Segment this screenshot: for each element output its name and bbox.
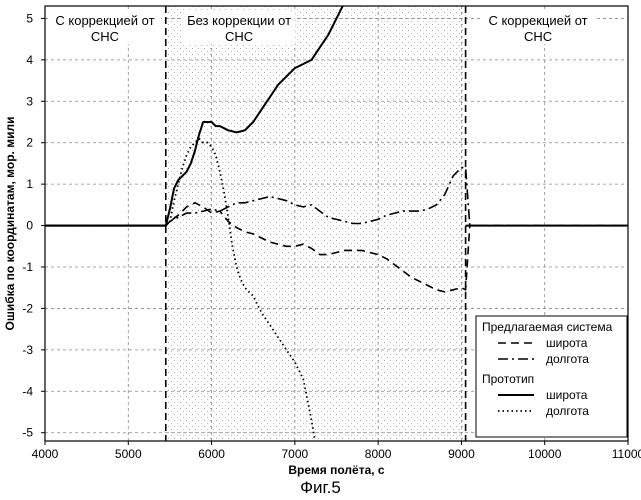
region-label: С коррекцией от — [488, 13, 587, 28]
region-label-bg — [48, 28, 161, 44]
x-tick-label: 6000 — [198, 447, 225, 461]
series-line-dashdot — [45, 166, 628, 227]
region-label-bg — [183, 12, 296, 28]
region-label: С коррекцией от — [55, 13, 154, 28]
region-label-bg — [482, 12, 595, 28]
region-label: СНС — [225, 29, 253, 44]
y-tick-label: -3 — [22, 343, 33, 357]
region-label: СНС — [91, 29, 119, 44]
region-label-bg — [482, 28, 595, 44]
x-tick-label: 7000 — [282, 447, 309, 461]
no-correction-shading — [165, 6, 466, 441]
x-tick-label: 10000 — [528, 447, 562, 461]
y-tick-label: 0 — [26, 219, 33, 233]
y-tick-label: -4 — [22, 384, 33, 398]
legend-entry-label: широта — [546, 336, 588, 350]
y-tick-label: -1 — [22, 260, 33, 274]
legend-box — [475, 315, 628, 438]
y-tick-label: -2 — [22, 301, 33, 315]
legend-group-title: Предлагаемая система — [482, 320, 613, 334]
y-tick-label: 1 — [26, 177, 33, 191]
region-label-bg — [183, 28, 296, 44]
y-tick-label: 5 — [26, 11, 33, 25]
y-tick-label: 3 — [26, 94, 33, 108]
figure-caption: Фиг.5 — [300, 478, 341, 497]
region-label: Без коррекции от — [187, 13, 291, 28]
legend-entry-label: широта — [546, 388, 588, 402]
region-label: СНС — [524, 29, 552, 44]
series-line-dotted — [45, 137, 316, 441]
y-tick-label: 2 — [26, 136, 33, 150]
x-tick-label: 8000 — [365, 447, 392, 461]
region-label-bg — [48, 12, 161, 28]
legend-entry-label: долгота — [546, 352, 589, 366]
x-tick-label: 4000 — [32, 447, 59, 461]
x-tick-label: 11000 — [612, 447, 641, 461]
series-line-solid — [45, 6, 344, 227]
y-tick-label: 4 — [26, 53, 33, 67]
legend-group-title: Прототип — [482, 372, 534, 386]
plot-frame — [44, 5, 629, 442]
series-line-dashed — [45, 202, 628, 293]
x-tick-label: 5000 — [115, 447, 142, 461]
x-axis-title: Время полёта, с — [288, 463, 385, 477]
x-tick-label: 9000 — [448, 447, 475, 461]
y-axis-title: Ошибка по координатам, мор. мили — [3, 117, 17, 331]
legend-entry-label: долгота — [546, 404, 589, 418]
y-tick-label: -5 — [22, 426, 33, 440]
